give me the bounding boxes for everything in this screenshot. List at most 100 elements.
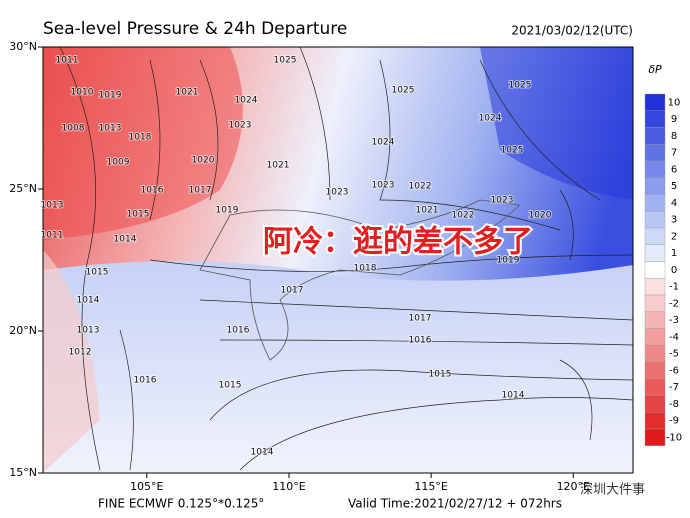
contour-label: 1018 — [354, 264, 377, 274]
contour-label: 1016 — [409, 336, 432, 346]
contour-label: 1008 — [62, 124, 85, 134]
contour-label: 1021 — [416, 206, 439, 216]
contour-label: 1015 — [219, 381, 242, 391]
colorbar-tick-label: -5 — [669, 349, 679, 360]
contour-label: 1017 — [409, 314, 432, 324]
date: 2021/03/02/12(UTC) — [511, 24, 633, 38]
dynamic: 105°E 110°E 115°E 120°E30°N25°N20°N15°N1011… — [9, 40, 682, 493]
contour-label: 1016 — [134, 376, 157, 386]
colorbar-tick-label: 1 — [671, 248, 677, 259]
colorbar-cell — [644, 127, 666, 145]
colorbar-cell — [644, 244, 666, 262]
contour-label: 1019 — [497, 256, 520, 266]
colorbar-cell — [644, 378, 666, 396]
colorbar-tick-label: -10 — [666, 432, 682, 443]
x-tick-label: 105°E — [130, 480, 163, 493]
contour-label: 1023 — [229, 121, 252, 131]
map-field — [43, 47, 633, 473]
contour-label: 1011 — [41, 231, 64, 241]
x-tick-label: 120°E — [557, 480, 590, 493]
contour-label: 1025 — [509, 81, 532, 91]
y-tick-label: 15°N — [9, 466, 37, 479]
x-tick-label: 115°E — [414, 480, 447, 493]
colorbar-cell — [644, 278, 666, 296]
valid-time: Valid Time:2021/02/27/12 + 072hrs — [348, 497, 562, 511]
watermark: 深圳大件事 — [580, 483, 645, 498]
colorbar-cell — [644, 160, 666, 178]
y-tick-label: 20°N — [9, 324, 37, 337]
contour-label: 1024 — [235, 96, 258, 106]
colorbar-cell — [644, 412, 666, 430]
contour-label: 1023 — [491, 196, 514, 206]
colorbar-cell — [644, 144, 666, 162]
title: Sea-level Pressure & 24h Departure — [43, 19, 347, 39]
colorbar-tick-label: 9 — [671, 114, 677, 125]
colorbar-tick-label: -7 — [669, 382, 679, 393]
contour-label: 1018 — [129, 133, 152, 143]
contour-label: 1022 — [452, 211, 475, 221]
colorbar-tick-label: -8 — [669, 399, 679, 410]
contour-label: 1015 — [429, 370, 452, 380]
contour-label: 1012 — [69, 348, 92, 358]
contour-label: 1023 — [372, 181, 395, 191]
contour-label: 1013 — [99, 124, 122, 134]
x-tick-label: 110°E — [272, 480, 305, 493]
colorbar-tick-label: -6 — [669, 365, 679, 376]
colorbar-cell — [644, 395, 666, 413]
contour-label: 1023 — [326, 188, 349, 198]
contour-label: 1010 — [71, 88, 94, 98]
colorbar-tick-label: 3 — [671, 215, 677, 226]
contour-label: 1009 — [107, 158, 130, 168]
contour-label: 1020 — [192, 156, 215, 166]
contour-label: 1024 — [372, 138, 395, 148]
contour-label: 1016 — [141, 186, 164, 196]
colorbar-tick-label: -1 — [669, 282, 679, 293]
colorbar-tick-label: 0 — [671, 265, 677, 276]
contour-label: 1021 — [176, 88, 199, 98]
contour-label: 1025 — [501, 146, 524, 156]
colorbar-tick-label: 7 — [671, 148, 677, 159]
contour-label: 1013 — [41, 201, 64, 211]
contour-label: 1025 — [392, 86, 415, 96]
colorbar-cell — [644, 227, 666, 245]
colorbar-cell — [644, 328, 666, 346]
colorbar-cell — [644, 361, 666, 379]
colorbar-cell — [644, 93, 666, 111]
colorbar-tick-label: 5 — [671, 181, 677, 192]
contour-label: 1015 — [127, 210, 150, 220]
contour-label: 1021 — [267, 161, 290, 171]
colorbar-cell — [644, 177, 666, 195]
colorbar-cell — [644, 194, 666, 212]
contour-label: 1014 — [251, 448, 274, 458]
colorbar-tick-label: 2 — [671, 231, 677, 242]
colorbar-tick-label: 8 — [671, 131, 677, 142]
contour-label: 1014 — [114, 235, 137, 245]
contour-label: 1011 — [56, 56, 79, 66]
contour-label: 1025 — [274, 56, 297, 66]
colorbar-cell — [644, 110, 666, 128]
colorbar-cell — [644, 311, 666, 329]
overlay-text: 阿冷：逛的差不多了 — [263, 225, 533, 260]
colorbar-cell — [644, 211, 666, 229]
map-frame — [42, 46, 634, 474]
colorbar-tick-label: 6 — [671, 164, 677, 175]
colorbar-cell — [644, 428, 666, 446]
colorbar-cell — [644, 294, 666, 312]
colorbar-cell — [644, 261, 666, 279]
colorbar-cell — [644, 345, 666, 363]
contour-label: 1017 — [281, 286, 304, 296]
colorbar-tick-label: 10 — [668, 97, 681, 108]
contour-label: 1022 — [409, 182, 432, 192]
contour-label: 1017 — [189, 186, 212, 196]
colorbar-label: δP — [648, 63, 662, 76]
colorbar-tick-label: -4 — [669, 332, 679, 343]
contour-label: 1014 — [77, 296, 100, 306]
contour-label: 1015 — [86, 268, 109, 278]
contour-label: 1020 — [529, 211, 552, 221]
contour-label: 1024 — [479, 114, 502, 124]
contour-label: 1014 — [502, 391, 525, 401]
y-tick-label: 30°N — [9, 40, 37, 53]
colorbar-tick-label: -9 — [669, 416, 679, 427]
model: FINE ECMWF 0.125°*0.125° — [98, 497, 264, 511]
